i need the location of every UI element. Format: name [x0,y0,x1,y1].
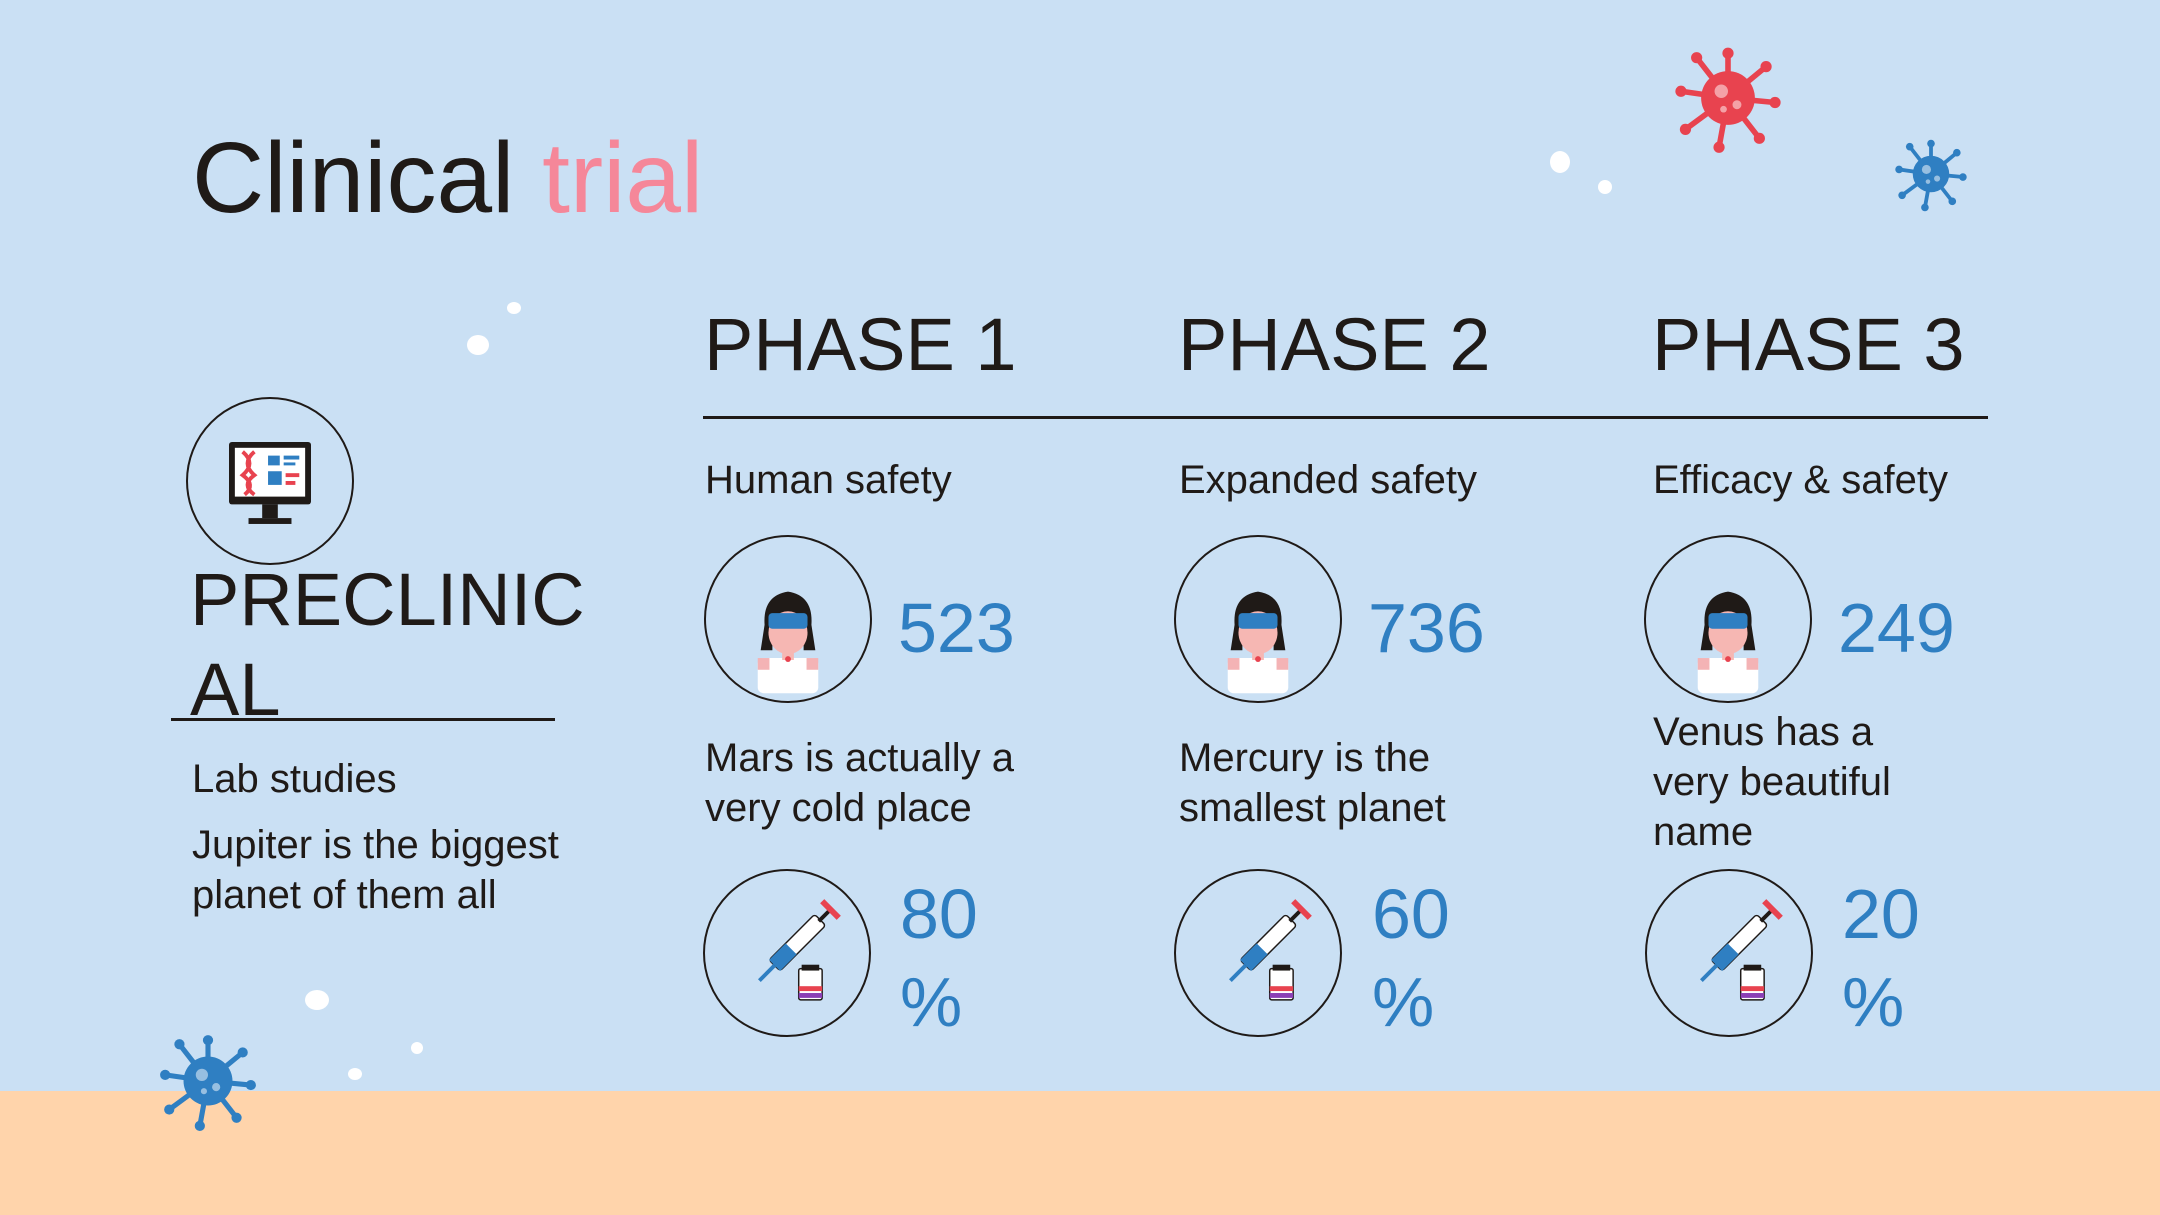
phase-2-rate-circle [1174,869,1342,1037]
phase-2-subtitle: Expanded safety [1179,458,1477,502]
phase-3-participants: 249 [1838,589,1955,667]
phase-3-participants-circle [1644,535,1812,703]
phase-1-rate-circle [703,869,871,1037]
phase-2-participants-circle [1174,535,1342,703]
person-with-mask-icon [1176,537,1340,701]
phase-1-rate-unit: % [900,963,963,1041]
page-title: Clinical trial [192,118,703,238]
preclinical-icon-circle [186,397,354,565]
title-main: Clinical [192,122,515,234]
phase-3-rate-value: 20 [1842,875,1920,953]
phase-3-rate: 20% [1842,870,1962,1046]
decor-dot [1550,151,1570,173]
phase-1-rate-value: 80 [900,875,978,953]
phase-1-subtitle: Human safety [705,458,952,502]
phase-1-description: Mars is actually a very cold place [705,736,1014,830]
decor-dot [467,335,489,355]
phase-1-participants-circle [704,535,872,703]
virus-icon [154,1030,262,1132]
virus-icon [1890,136,1972,212]
phase-3-subtitle: Efficacy & safety [1653,458,1948,502]
phase-2-rate: 60% [1372,870,1492,1046]
title-accent: trial [542,122,704,234]
phase-divider [703,416,1988,419]
syringe-vial-icon [1647,871,1811,1035]
decor-dot [348,1068,362,1080]
phase-2-rate-unit: % [1372,963,1435,1041]
person-with-mask-icon [706,537,870,701]
syringe-vial-icon [1176,871,1340,1035]
virus-icon [1672,42,1784,154]
decor-dot [507,302,521,314]
decor-dot [305,990,329,1010]
phase-2-rate-value: 60 [1372,875,1450,953]
phase-1-participants: 523 [898,589,1015,667]
phase-2-description: Mercury is the smallest planet [1179,736,1446,830]
phase-1-rate: 80% [900,870,1020,1046]
phase-2-heading: PHASE 2 [1178,303,1491,386]
ground-strip [0,1091,2160,1215]
monitor-dna-icon [229,441,311,524]
decor-dot [1598,180,1612,194]
phase-3-heading: PHASE 3 [1652,303,1965,386]
phase-3-rate-unit: % [1842,963,1905,1041]
preclinical-divider [171,718,555,721]
phase-3-description: Venus has a very beautiful name [1653,710,1891,854]
decor-dot [411,1042,423,1054]
syringe-vial-icon [705,871,869,1035]
preclinical-description: Jupiter is the biggest planet of them al… [192,823,559,917]
preclinical-heading: PRECLINICAL [190,558,585,731]
phase-3-rate-circle [1645,869,1813,1037]
preclinical-subtitle: Lab studies [192,757,397,801]
person-with-mask-icon [1646,537,1810,701]
phase-2-participants: 736 [1368,589,1485,667]
phase-1-heading: PHASE 1 [704,303,1017,386]
